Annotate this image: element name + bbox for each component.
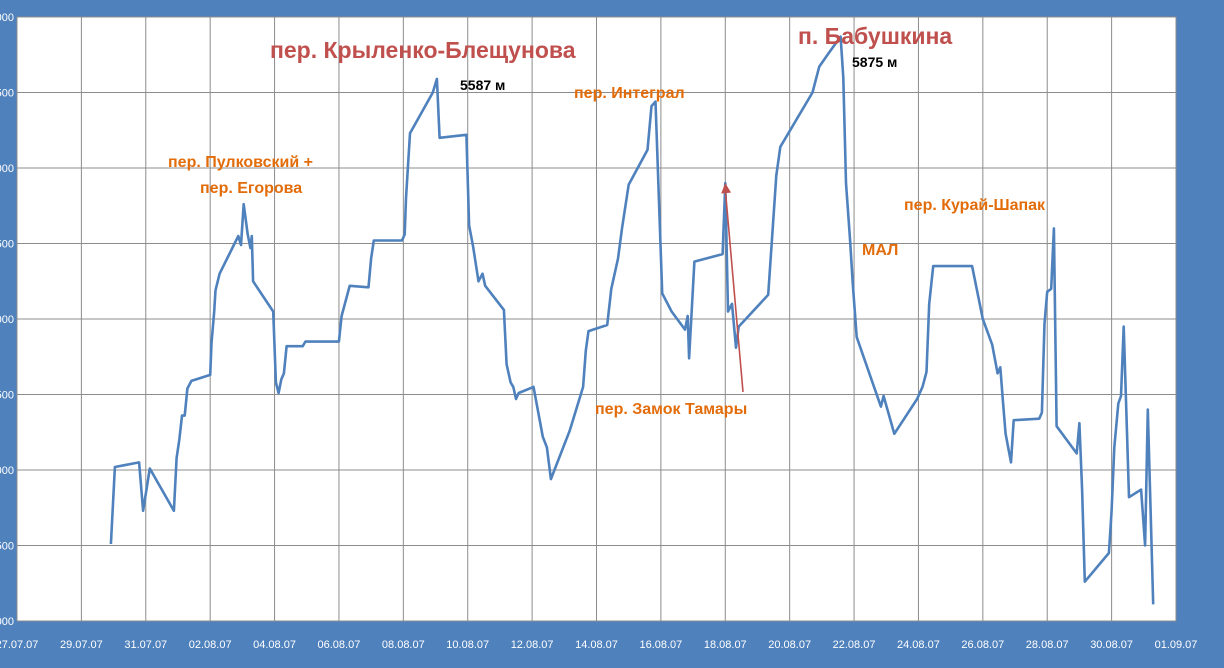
tamary-arrow-head	[721, 183, 732, 194]
y-tick-label: 4000	[0, 314, 14, 326]
x-tick-label: 29.07.07	[60, 639, 103, 651]
annotation-mal: МАЛ	[862, 242, 898, 259]
y-tick-label: 2500	[0, 541, 14, 553]
y-tick-label: 3000	[0, 465, 14, 477]
annotation-integral: пер. Интеграл	[574, 85, 685, 102]
annotation-krylenko-alt: 5587 м	[460, 77, 505, 93]
x-tick-label: 27.07.07	[0, 639, 38, 651]
x-tick-label: 24.08.07	[897, 639, 940, 651]
y-tick-label: 4500	[0, 239, 14, 251]
x-tick-label: 12.08.07	[511, 639, 554, 651]
x-tick-label: 04.08.07	[253, 639, 296, 651]
y-tick-label: 6000	[0, 12, 14, 24]
x-tick-label: 08.08.07	[382, 639, 425, 651]
x-tick-label: 14.08.07	[575, 639, 618, 651]
x-tick-label: 28.08.07	[1026, 639, 1069, 651]
x-tick-label: 20.08.07	[768, 639, 811, 651]
x-tick-label: 10.08.07	[446, 639, 489, 651]
x-tick-label: 16.08.07	[639, 639, 682, 651]
annotation-pulkovsky-2: пер. Егорова	[200, 180, 302, 197]
y-tick-label: 5500	[0, 88, 14, 100]
x-tick-label: 26.08.07	[961, 639, 1004, 651]
x-tick-label: 31.07.07	[124, 639, 167, 651]
x-tick-label: 02.08.07	[189, 639, 232, 651]
altitude-series-line	[109, 35, 1155, 605]
annotation-pulkovsky-1: пер. Пулковский +	[168, 154, 313, 171]
tamary-arrow-line	[724, 189, 744, 393]
annotation-krylenko: пер. Крыленко-Блещунова	[270, 37, 576, 63]
y-tick-label: 5000	[0, 163, 14, 175]
y-tick-label: 2000	[0, 616, 14, 628]
annotation-kurai: пер. Курай-Шапак	[904, 197, 1046, 214]
x-tick-label: 06.08.07	[318, 639, 361, 651]
x-tick-label: 30.08.07	[1090, 639, 1133, 651]
x-tick-label: 18.08.07	[704, 639, 747, 651]
x-tick-label: 22.08.07	[833, 639, 876, 651]
annotation-babushkina-alt: 5875 м	[852, 54, 897, 70]
x-tick-label: 01.09.07	[1155, 639, 1198, 651]
y-tick-label: 3500	[0, 390, 14, 402]
annotation-babushkina: п. Бабушкина	[798, 23, 952, 49]
annotation-tamary: пер. Замок Тамары	[595, 401, 747, 418]
